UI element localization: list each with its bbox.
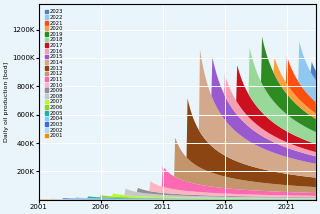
Legend: 2023, 2022, 2021, 2020, 2019, 2018, 2017, 2016, 2015, 2014, 2013, 2012, 2011, 20: 2023, 2022, 2021, 2020, 2019, 2018, 2017… [44,9,64,139]
Y-axis label: Daily oil production [bod]: Daily oil production [bod] [4,62,9,142]
